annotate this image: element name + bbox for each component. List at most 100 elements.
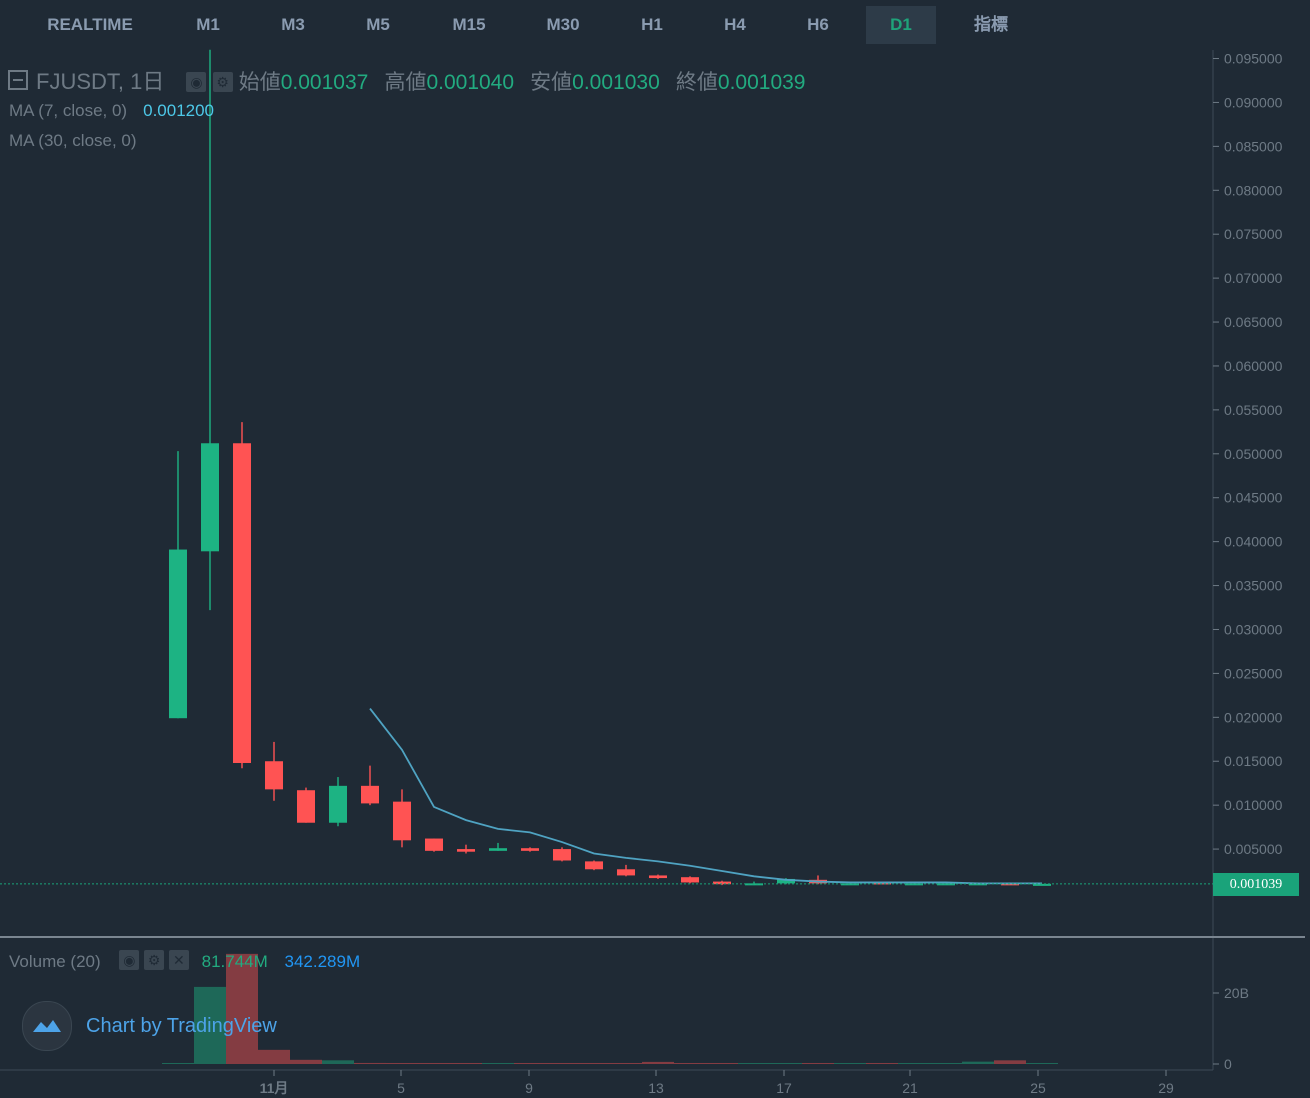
y-tick-label: 0.030000: [1224, 621, 1283, 637]
tab-m30[interactable]: M30: [546, 15, 580, 34]
candle-body[interactable]: [233, 443, 251, 763]
tab-d1[interactable]: D1: [866, 6, 936, 44]
tradingview-logo[interactable]: [22, 1001, 72, 1051]
tab-m15[interactable]: M15: [452, 15, 486, 34]
y-tick-label: 0.040000: [1224, 534, 1283, 550]
candle-body[interactable]: [169, 549, 187, 719]
volume-bar: [290, 1059, 322, 1064]
volume-bar: [866, 1063, 898, 1064]
y-tick-label: 0.015000: [1224, 753, 1283, 769]
chart-legend: FJUSDT, 1日 ◉ ⚙ 始値0.001037 高値0.001040 安値0…: [8, 64, 805, 96]
high-label: 高値: [384, 71, 427, 94]
volume-bar: [834, 1063, 866, 1064]
collapse-icon[interactable]: [8, 70, 28, 90]
eye-icon[interactable]: ◉: [119, 950, 140, 970]
volume-bar: [770, 1063, 802, 1064]
volume-value: 81.744M: [201, 952, 268, 971]
low-label: 安値: [530, 71, 573, 94]
gear-icon[interactable]: ⚙: [212, 72, 233, 92]
candle-body[interactable]: [777, 878, 795, 884]
volume-bar: [738, 1063, 770, 1064]
y-tick-label: 0.010000: [1224, 797, 1283, 813]
ma7-label: MA (7, close, 0): [9, 101, 128, 120]
y-tick-label: 0.020000: [1224, 709, 1283, 725]
candle-body[interactable]: [457, 849, 475, 852]
volume-bar: [706, 1063, 738, 1064]
ma30-label: MA (30, close, 0): [9, 131, 137, 150]
ma7-legend[interactable]: MA (7, close, 0) 0.001200: [9, 101, 214, 121]
x-tick-label: 21: [902, 1080, 918, 1096]
candle-body[interactable]: [329, 785, 347, 823]
volume-bar: [226, 953, 258, 1064]
low-value: 0.001030: [572, 71, 660, 94]
volume-bar: [354, 1062, 386, 1064]
candle-body[interactable]: [265, 761, 283, 790]
y-tick-label: 0.075000: [1224, 226, 1283, 242]
cloud-icon: [33, 1020, 61, 1032]
tab-realtime[interactable]: REALTIME: [47, 15, 133, 34]
candle-body[interactable]: [425, 838, 443, 851]
timeframe-tabbar: REALTIME M1 M3 M5 M15 M30 H1 H4 H6 D1 指標: [0, 0, 1310, 48]
open-label: 始値: [238, 71, 281, 94]
high-value: 0.001040: [426, 71, 515, 94]
x-tick-label: 5: [397, 1080, 405, 1096]
volume-bar: [546, 1063, 578, 1064]
volume-bar: [482, 1063, 514, 1064]
candle-body[interactable]: [553, 849, 571, 861]
volume-bar: [322, 1060, 354, 1064]
candle-body[interactable]: [361, 785, 379, 804]
candle-body[interactable]: [393, 801, 411, 841]
volume-tick-label: 20B: [1224, 985, 1249, 1001]
tradingview-branding[interactable]: Chart by TradingView: [86, 1015, 277, 1037]
volume-bar: [642, 1061, 674, 1064]
candle-body[interactable]: [649, 875, 667, 879]
candle-body[interactable]: [713, 881, 731, 885]
y-tick-label: 0.065000: [1224, 314, 1283, 330]
candle-body[interactable]: [681, 877, 699, 883]
volume-bar: [994, 1060, 1026, 1064]
volume-bar: [898, 1063, 930, 1064]
volume-label: Volume (20): [9, 952, 101, 971]
tab-m3[interactable]: M3: [281, 15, 305, 34]
ma7-value: 0.001200: [143, 101, 215, 120]
y-tick-label: 0.055000: [1224, 402, 1283, 418]
x-tick-label: 29: [1158, 1080, 1174, 1096]
x-tick-label: 17: [776, 1080, 792, 1096]
y-tick-label: 0.060000: [1224, 358, 1283, 374]
tab-h6[interactable]: H6: [807, 15, 829, 34]
volume-ma-value: 342.289M: [284, 952, 361, 971]
volume-bar: [578, 1063, 610, 1064]
candle-body[interactable]: [521, 848, 539, 851]
candle-body[interactable]: [1033, 883, 1051, 886]
x-tick-label: 13: [648, 1080, 664, 1096]
eye-icon[interactable]: ◉: [186, 72, 207, 92]
last-price-tag: 0.001039: [1213, 872, 1299, 896]
volume-bar: [450, 1063, 482, 1064]
tab-m5[interactable]: M5: [366, 15, 390, 34]
candle-body[interactable]: [585, 861, 603, 870]
y-tick-label: 0.035000: [1224, 578, 1283, 594]
ma7-line: [369, 707, 1042, 885]
x-tick-label: 11月: [260, 1080, 289, 1096]
volume-bar: [802, 1063, 834, 1064]
x-tick-label: 9: [525, 1080, 533, 1096]
candle-body[interactable]: [297, 790, 315, 823]
tab-indicators[interactable]: 指標: [974, 15, 1008, 34]
candle-body[interactable]: [489, 848, 507, 851]
candle-body[interactable]: [201, 443, 219, 552]
ma30-legend[interactable]: MA (30, close, 0): [9, 131, 137, 151]
volume-bar: [258, 1049, 290, 1064]
volume-bar: [674, 1063, 706, 1064]
gear-icon[interactable]: ⚙: [144, 950, 165, 970]
tab-m1[interactable]: M1: [196, 15, 220, 34]
y-tick-label: 0.080000: [1224, 182, 1283, 198]
y-tick-label: 0.070000: [1224, 270, 1283, 286]
volume-bar: [194, 986, 226, 1064]
tab-h4[interactable]: H4: [724, 15, 746, 34]
volume-legend[interactable]: Volume (20) ◉ ⚙ ✕ 81.744M 342.289M: [9, 950, 360, 972]
x-tick-label: 25: [1030, 1080, 1046, 1096]
tab-h1[interactable]: H1: [641, 15, 663, 34]
close-icon[interactable]: ✕: [168, 950, 189, 970]
candle-body[interactable]: [617, 869, 635, 876]
